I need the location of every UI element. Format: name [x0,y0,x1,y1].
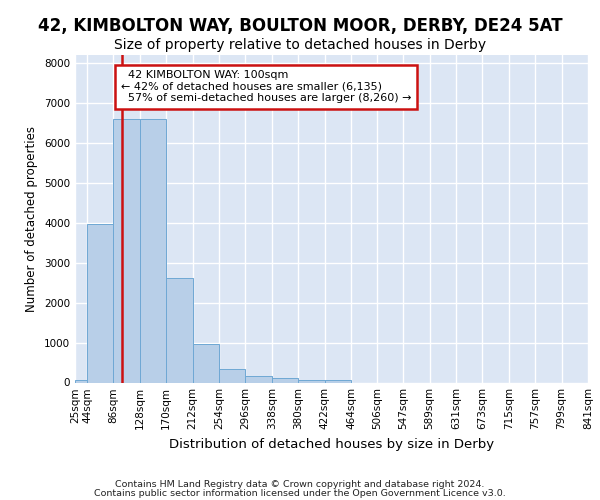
Bar [298,380,325,382]
Bar [140,119,166,382]
Bar [87,224,113,382]
Bar [166,278,193,382]
Bar [193,344,219,383]
Bar [75,380,87,382]
Text: Contains public sector information licensed under the Open Government Licence v3: Contains public sector information licen… [94,488,506,498]
X-axis label: Distribution of detached houses by size in Derby: Distribution of detached houses by size … [169,438,494,451]
Text: Size of property relative to detached houses in Derby: Size of property relative to detached ho… [114,38,486,52]
Bar [245,376,272,382]
Bar [272,378,298,382]
Y-axis label: Number of detached properties: Number of detached properties [25,126,38,312]
Bar [219,369,245,382]
Text: 42 KIMBOLTON WAY: 100sqm
← 42% of detached houses are smaller (6,135)
  57% of s: 42 KIMBOLTON WAY: 100sqm ← 42% of detach… [121,70,412,103]
Bar [325,380,351,382]
Bar [113,119,140,382]
Text: 42, KIMBOLTON WAY, BOULTON MOOR, DERBY, DE24 5AT: 42, KIMBOLTON WAY, BOULTON MOOR, DERBY, … [38,18,562,36]
Text: Contains HM Land Registry data © Crown copyright and database right 2024.: Contains HM Land Registry data © Crown c… [115,480,485,489]
